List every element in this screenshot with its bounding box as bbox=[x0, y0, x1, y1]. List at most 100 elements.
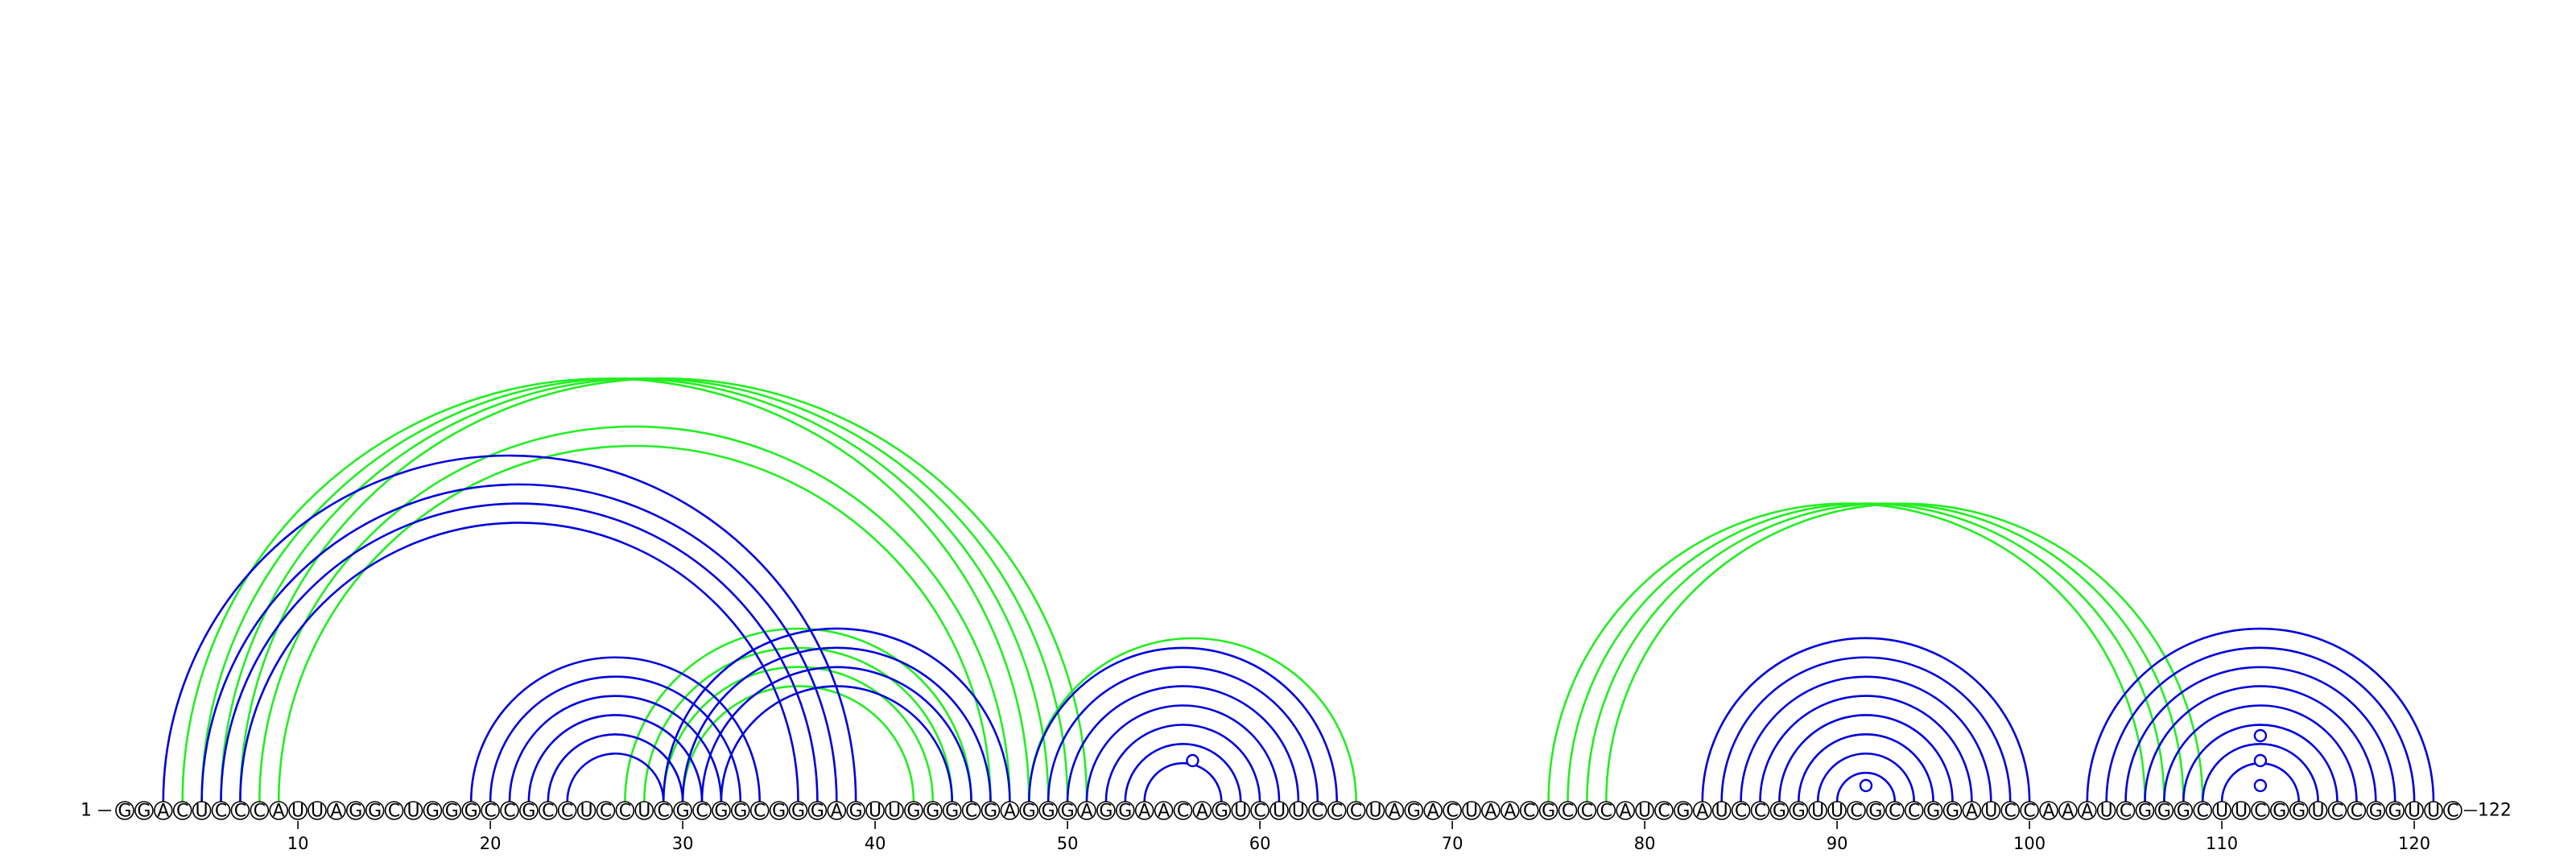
nucleotide-circle bbox=[1308, 801, 1327, 820]
nucleotide-letter: G bbox=[2369, 802, 2383, 822]
nucleotide-circle bbox=[384, 801, 404, 820]
nucleotide-circle bbox=[2078, 801, 2097, 820]
nucleotide: U bbox=[2308, 801, 2328, 822]
nucleotide-circle bbox=[1038, 801, 1058, 820]
nucleotide-letter: C bbox=[1657, 802, 1670, 822]
nucleotide-letter: C bbox=[215, 802, 227, 822]
nucleotide-circle bbox=[1269, 801, 1289, 820]
nucleotide-letter: C bbox=[561, 802, 573, 822]
nucleotide-circle bbox=[2000, 801, 2020, 820]
nucleotide: A bbox=[1423, 801, 1443, 822]
nucleotide-circle bbox=[288, 801, 308, 820]
blue-pair-arc bbox=[162, 454, 857, 802]
nucleotide-circle bbox=[769, 801, 789, 820]
nucleotide-circle bbox=[365, 801, 385, 820]
nucleotide: C bbox=[230, 801, 250, 822]
nucleotide-circle bbox=[327, 801, 346, 820]
nucleotide-circle bbox=[2116, 801, 2136, 820]
nucleotide: A bbox=[154, 801, 173, 822]
nucleotide: C bbox=[596, 801, 616, 822]
blue-pair-arc bbox=[1085, 704, 1281, 802]
nucleotide: C bbox=[1173, 801, 1193, 822]
nucleotide-circle bbox=[1250, 801, 1269, 820]
blue-pair-arc bbox=[2086, 627, 2435, 802]
nucleotide-circle bbox=[2058, 801, 2078, 820]
nucleotide-letter: G bbox=[368, 802, 382, 822]
nucleotide-letter: U bbox=[2312, 802, 2325, 822]
blue-pair-arc bbox=[1124, 743, 1242, 802]
nucleotide: U bbox=[1635, 801, 1654, 822]
nucleotide: U bbox=[192, 801, 212, 822]
nucleotide-circle bbox=[345, 801, 365, 820]
blue-pair-arc bbox=[720, 685, 953, 802]
nucleotide: U bbox=[1289, 801, 1308, 822]
nucleotide: G bbox=[1058, 801, 1077, 822]
nucleotide-letter: G bbox=[1042, 802, 1055, 822]
nucleotide: G bbox=[1038, 801, 1058, 822]
green-pair-arc bbox=[277, 444, 992, 802]
nucleotide: U bbox=[1827, 801, 1847, 822]
nucleotide: U bbox=[865, 801, 885, 822]
blue-pair-arc bbox=[1066, 685, 1300, 802]
nucleotide-letter: C bbox=[1446, 802, 1458, 822]
nucleotide: A bbox=[827, 801, 847, 822]
nucleotide-letter: G bbox=[2177, 802, 2190, 822]
nucleotide: A bbox=[2058, 801, 2078, 822]
nucleotide-circle bbox=[634, 801, 654, 820]
nucleotide: G bbox=[1116, 801, 1135, 822]
nucleotide-letter: A bbox=[1620, 802, 1632, 822]
nucleotide-circle bbox=[865, 801, 885, 820]
nucleotide: G bbox=[519, 801, 539, 822]
nucleotide-circle bbox=[2096, 801, 2116, 820]
nucleotide-letter: U bbox=[638, 802, 650, 822]
green-pair-arc bbox=[1028, 637, 1357, 802]
nucleotide-letter: U bbox=[1273, 802, 1286, 822]
arc-marker-circle bbox=[1186, 753, 1199, 768]
start-label: 1 bbox=[80, 801, 92, 821]
nucleotide-letter: C bbox=[1850, 802, 1862, 822]
nucleotide-circle bbox=[1711, 801, 1732, 820]
nucleotide-letter: U bbox=[1368, 802, 1381, 822]
nucleotide: G bbox=[942, 801, 962, 822]
tick-label: 120 bbox=[2398, 834, 2430, 853]
nucleotide-circle bbox=[1462, 801, 1481, 820]
nucleotide-letter: G bbox=[464, 802, 478, 822]
blue-pair-arc bbox=[547, 733, 684, 802]
nucleotide-letter: U bbox=[1234, 802, 1247, 822]
nucleotide-letter: C bbox=[1331, 802, 1343, 822]
nucleotide: C bbox=[211, 801, 231, 822]
nucleotide: C bbox=[692, 801, 712, 822]
nucleotide-letter: G bbox=[1773, 802, 1786, 822]
green-pair-arc bbox=[643, 646, 953, 802]
blue-pair-arc bbox=[1028, 646, 1338, 802]
nucleotide-circle bbox=[1674, 801, 1693, 820]
nucleotide: C bbox=[1750, 801, 1770, 822]
nucleotide: G bbox=[712, 801, 731, 822]
nucleotide: C bbox=[2020, 801, 2039, 822]
nucleotide-letter: C bbox=[1581, 802, 1593, 822]
arc-marker-circle bbox=[2253, 728, 2268, 743]
nucleotide: U bbox=[2096, 801, 2116, 822]
nucleotide: C bbox=[654, 801, 674, 822]
nucleotide-circle bbox=[904, 801, 923, 820]
nucleotide: G bbox=[788, 801, 808, 822]
nucleotide-circle bbox=[2347, 801, 2367, 820]
nucleotide: C bbox=[1558, 801, 1578, 822]
nucleotide-letter: G bbox=[1022, 802, 1036, 822]
nucleotide: G bbox=[345, 801, 365, 822]
nucleotide: C bbox=[481, 801, 500, 822]
nucleotide-circle bbox=[1154, 801, 1174, 820]
nucleotide-letter: G bbox=[349, 802, 362, 822]
blue-pair-arc bbox=[527, 714, 704, 802]
nucleotide: G bbox=[1789, 801, 1809, 822]
nucleotide-letter: C bbox=[600, 802, 612, 822]
nucleotide-circle bbox=[308, 801, 327, 820]
nucleotide: C bbox=[2116, 801, 2136, 822]
blue-pair-arc bbox=[200, 483, 838, 802]
nucleotide-letter: C bbox=[1908, 802, 1920, 822]
nucleotide: G bbox=[1019, 801, 1039, 822]
blue-pair-arc bbox=[508, 695, 723, 802]
nucleotide: U bbox=[2424, 801, 2443, 822]
nucleotide-letter: A bbox=[1966, 802, 1978, 822]
nucleotide-circle bbox=[2405, 801, 2424, 820]
